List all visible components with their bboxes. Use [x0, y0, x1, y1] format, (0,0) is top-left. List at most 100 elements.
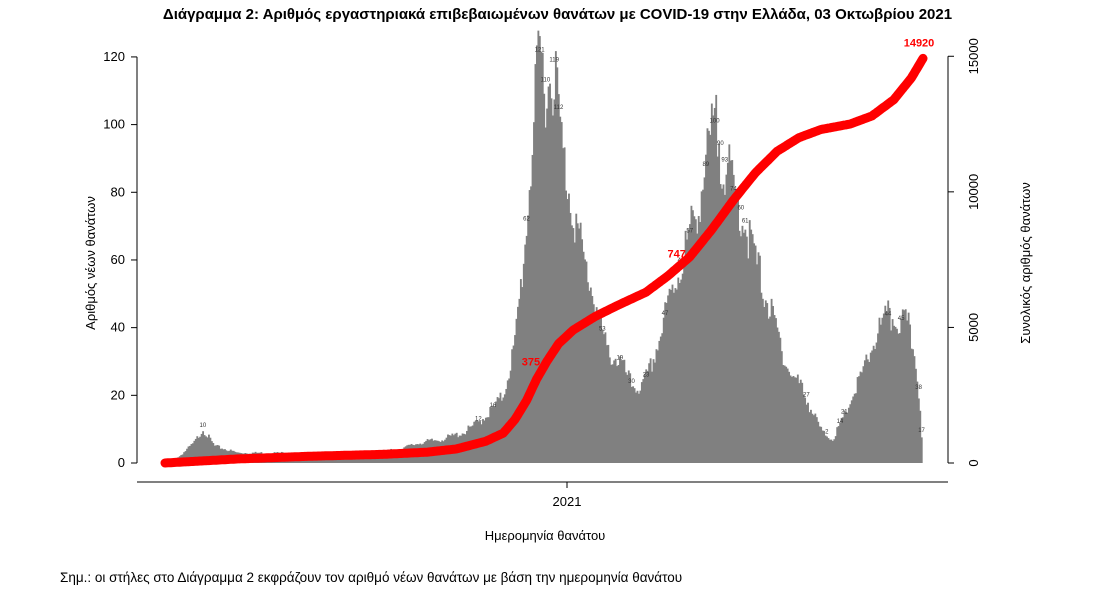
bar — [872, 345, 875, 463]
bar — [648, 363, 651, 463]
bar — [544, 127, 547, 463]
bar — [600, 311, 602, 463]
bar-value-label: 44 — [885, 311, 892, 317]
bar — [187, 446, 190, 463]
bar — [783, 365, 786, 463]
bar — [818, 426, 821, 463]
bar — [763, 306, 766, 463]
bar — [677, 277, 680, 463]
bar — [210, 441, 213, 463]
right-axis: 0 5000 10000 15000 — [947, 38, 981, 467]
bar — [684, 230, 687, 463]
bar — [799, 379, 802, 463]
bar — [897, 333, 900, 463]
bar — [517, 306, 519, 463]
bar — [522, 263, 525, 463]
bars-series — [165, 30, 923, 464]
bar — [748, 220, 751, 463]
bar — [795, 377, 798, 463]
bar — [875, 342, 878, 463]
bar — [770, 298, 773, 463]
bar — [668, 288, 671, 463]
right-axis-tick-label: 10000 — [966, 174, 981, 210]
bar-value-label: 14 — [837, 419, 844, 425]
bar — [656, 350, 659, 463]
bar — [828, 439, 831, 463]
bar-value-label: 10 — [200, 423, 207, 429]
bar — [562, 148, 565, 463]
bar-value-label: 23 — [643, 372, 650, 378]
bar — [842, 417, 844, 463]
bar-value-label: 100 — [710, 119, 721, 125]
bar — [212, 443, 215, 463]
bar-value-label: 2 — [825, 429, 829, 435]
bar — [751, 234, 754, 463]
bar — [718, 144, 721, 464]
bar — [662, 317, 665, 463]
bar — [527, 215, 530, 463]
bar-value-label: 38 — [915, 385, 922, 391]
bar — [200, 433, 203, 463]
bar — [716, 156, 719, 463]
y-axis-label-left: Αριθμός νέων θανάτων — [83, 196, 98, 330]
bar — [760, 292, 763, 463]
bar — [525, 235, 528, 463]
bar — [877, 333, 879, 463]
bar — [791, 376, 793, 463]
bar — [831, 441, 834, 463]
bar — [651, 371, 653, 463]
bar — [658, 340, 661, 463]
bar — [639, 390, 642, 463]
bar — [661, 333, 664, 463]
bar — [882, 313, 885, 463]
bar — [812, 415, 815, 463]
bar — [700, 191, 703, 463]
bar — [194, 438, 197, 463]
bar — [909, 324, 912, 463]
bar — [547, 86, 550, 463]
bar — [713, 107, 716, 463]
bar — [912, 349, 914, 463]
bar — [690, 205, 693, 463]
bar — [659, 336, 662, 463]
bar — [747, 258, 750, 463]
bar — [910, 348, 913, 463]
right-axis-tick-label: 0 — [966, 459, 981, 466]
bar — [903, 310, 906, 463]
bar — [673, 292, 675, 463]
bar — [830, 439, 833, 463]
bar — [859, 371, 862, 463]
bar — [584, 259, 586, 463]
left-axis-tick-label: 100 — [103, 117, 125, 132]
bar — [881, 317, 884, 463]
bar — [515, 318, 518, 463]
bar — [538, 36, 541, 464]
bar — [862, 366, 865, 463]
bar — [576, 223, 579, 463]
bar — [213, 445, 216, 463]
bar — [559, 116, 562, 464]
left-axis-tick-label: 120 — [103, 49, 125, 64]
bar — [878, 317, 881, 463]
bar — [887, 300, 890, 463]
bar — [554, 51, 557, 464]
bar — [543, 93, 546, 464]
bar — [726, 162, 729, 463]
bar — [808, 412, 811, 463]
bar — [855, 393, 858, 463]
bar — [671, 284, 674, 463]
bar — [655, 349, 658, 463]
bar-value-label: 62 — [523, 217, 530, 223]
bar — [849, 404, 852, 463]
bar — [587, 282, 589, 463]
bar-value-label: 16 — [490, 403, 497, 409]
bar — [863, 360, 866, 463]
bar — [773, 315, 776, 463]
bar — [635, 392, 637, 463]
bar — [731, 160, 734, 463]
bar — [888, 307, 891, 463]
bar — [772, 306, 774, 463]
bar-value-label: 93 — [721, 157, 728, 163]
bar — [524, 244, 527, 463]
bar — [636, 390, 639, 463]
